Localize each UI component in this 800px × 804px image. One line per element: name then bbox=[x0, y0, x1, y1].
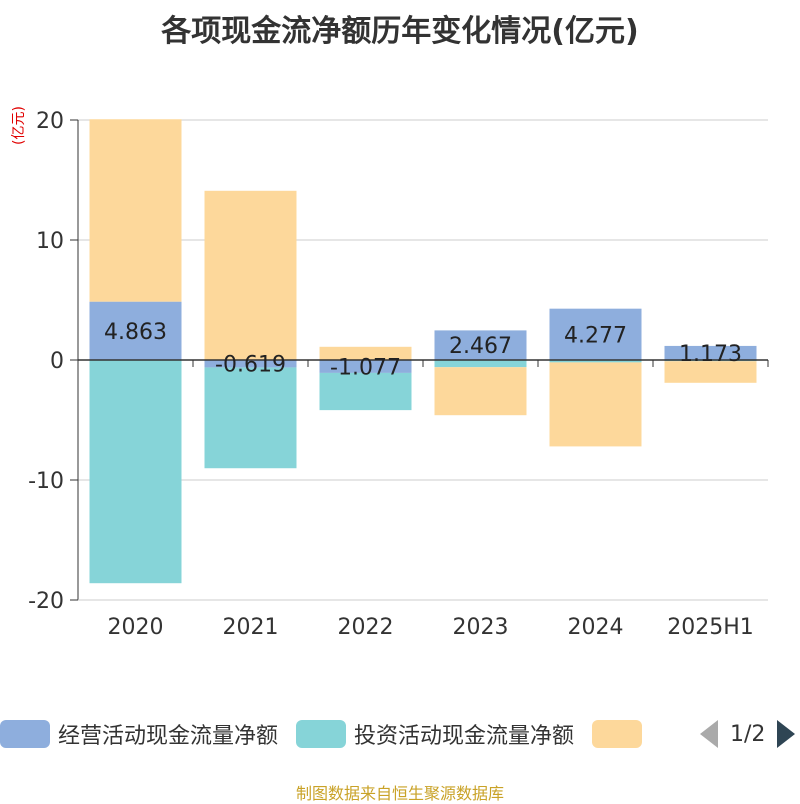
data-label: 4.863 bbox=[104, 320, 167, 345]
chart-title: 各项现金流净额历年变化情况(亿元) bbox=[161, 14, 639, 49]
legend-swatch-operating bbox=[0, 720, 50, 748]
x-category-label: 2021 bbox=[223, 615, 279, 640]
bar-investing-2021 bbox=[204, 367, 297, 469]
bar-investing-2024 bbox=[549, 360, 642, 363]
legend-label-operating: 经营活动现金流量净额 bbox=[58, 724, 279, 749]
x-category-label: 2023 bbox=[453, 615, 509, 640]
x-category-label: 2024 bbox=[568, 615, 624, 640]
bar-operating-2025H1 bbox=[664, 345, 757, 360]
y-tick-label: -10 bbox=[28, 469, 64, 494]
bar-operating-2020 bbox=[89, 301, 182, 360]
x-category-label: 2025H1 bbox=[667, 615, 754, 640]
bar-operating-2023 bbox=[434, 330, 527, 360]
data-label: 1.173 bbox=[679, 342, 742, 367]
data-source-note: 制图数据来自恒生聚源数据库 bbox=[295, 784, 504, 803]
bar-financing-2024 bbox=[549, 362, 642, 447]
y-tick-label: 20 bbox=[36, 109, 64, 134]
bar-investing-2023 bbox=[434, 360, 527, 368]
legend-swatch-financing bbox=[592, 720, 643, 748]
legend-pager: 1/2 bbox=[700, 718, 796, 750]
bar-financing-2020 bbox=[89, 119, 182, 302]
prev-page-icon[interactable] bbox=[700, 720, 718, 748]
y-tick-label: 0 bbox=[50, 349, 64, 374]
legend-page-number: 1/2 bbox=[730, 721, 766, 747]
x-category-label: 2020 bbox=[108, 615, 164, 640]
data-label: 2.467 bbox=[449, 334, 512, 359]
data-label: -1.077 bbox=[330, 355, 401, 380]
bar-financing-2022 bbox=[319, 346, 412, 360]
y-tick-label: 10 bbox=[36, 229, 64, 254]
bar-financing-2023 bbox=[434, 367, 527, 416]
bar-operating-2024 bbox=[549, 308, 642, 360]
legend-label-investing: 投资活动现金流量净额 bbox=[354, 724, 575, 749]
legend-item-investing[interactable]: 投资活动现金流量净额 bbox=[296, 718, 574, 750]
bar-investing-2022 bbox=[319, 372, 412, 411]
bar-financing-2021 bbox=[204, 190, 297, 360]
data-label: 4.277 bbox=[564, 323, 627, 348]
bar-financing-2025H1 bbox=[664, 361, 757, 383]
bar-investing-2020 bbox=[89, 360, 182, 584]
legend: 经营活动现金流量净额 投资活动现金流量净额 bbox=[0, 718, 668, 750]
legend-item-financing[interactable] bbox=[592, 720, 650, 748]
next-page-icon[interactable] bbox=[777, 720, 796, 748]
data-label: -0.619 bbox=[215, 353, 286, 378]
x-category-label: 2022 bbox=[338, 615, 394, 640]
bar-operating-2021 bbox=[204, 360, 297, 368]
legend-swatch-investing bbox=[296, 720, 347, 748]
bar-operating-2022 bbox=[319, 360, 412, 373]
y-tick-label: -20 bbox=[28, 589, 64, 614]
legend-item-operating[interactable]: 经营活动现金流量净额 bbox=[0, 718, 278, 750]
